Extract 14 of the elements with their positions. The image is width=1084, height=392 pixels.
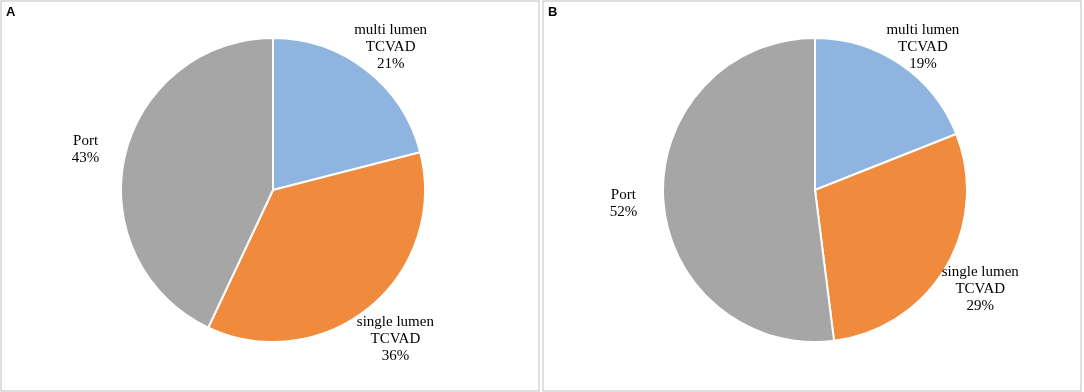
slice-label: Port (610, 185, 637, 202)
slice-label: multi lumen TCVAD (354, 21, 428, 54)
data-label: 21% (376, 55, 405, 71)
slice-label: single lumen TCVAD (941, 262, 1020, 296)
data-label: 29% (966, 296, 995, 313)
slice-label: Port (73, 131, 99, 148)
data-label: 52% (609, 202, 638, 219)
chart-title: A (6, 4, 16, 19)
slice-label: multi lumen TCVAD (886, 21, 960, 54)
slice-label: single lumen TCVAD (356, 312, 435, 346)
data-label: 19% (909, 55, 937, 71)
data-label: 36% (381, 346, 410, 363)
data-label: 43% (71, 148, 100, 165)
chart-title: B (548, 4, 558, 19)
